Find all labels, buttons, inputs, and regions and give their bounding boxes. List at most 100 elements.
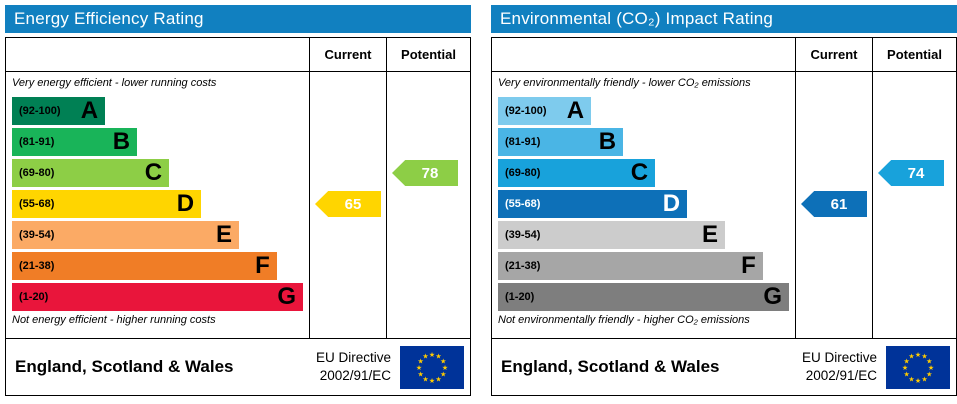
svg-text:★: ★ bbox=[435, 375, 441, 383]
band-row-g: (1-20) G bbox=[12, 283, 303, 311]
band-range: (92-100) bbox=[505, 105, 547, 117]
svg-text:★: ★ bbox=[418, 370, 424, 378]
column-header-current: Current bbox=[309, 38, 386, 71]
panel-environmental-impact: Environmental (CO₂) Impact Rating Curren… bbox=[491, 5, 957, 396]
svg-text:★: ★ bbox=[904, 370, 910, 378]
band-letter: E bbox=[701, 221, 718, 248]
band-letter: B bbox=[112, 128, 131, 155]
svg-text:★: ★ bbox=[416, 364, 422, 372]
panel-title: Environmental (CO₂) Impact Rating bbox=[491, 5, 957, 33]
band-column-header bbox=[492, 38, 795, 71]
band-letter: F bbox=[255, 252, 270, 279]
footer-region: England, Scotland & Wales bbox=[501, 357, 720, 376]
column-header-potential: Potential bbox=[872, 38, 956, 71]
rating-table: Current Potential Very environmentally f… bbox=[491, 37, 957, 339]
band-letter: E bbox=[215, 221, 232, 248]
band-range: (1-20) bbox=[505, 291, 535, 303]
table-header-row: Current Potential bbox=[492, 38, 956, 72]
eu-flag-icon: ★ ★★ ★★★ ★★★ ★★★ bbox=[400, 345, 464, 389]
svg-text:★: ★ bbox=[422, 375, 428, 383]
svg-text:★: ★ bbox=[904, 357, 910, 365]
top-note: Very energy efficient - lower running co… bbox=[12, 77, 217, 89]
potential-column: 78 bbox=[386, 72, 470, 338]
panel-footer: England, Scotland & Wales EU Directive 2… bbox=[5, 339, 471, 396]
eu-directive: EU Directive 2002/91/EC bbox=[316, 349, 391, 384]
bottom-note: Not environmentally friendly - higher CO… bbox=[498, 314, 750, 326]
band-range: (21-38) bbox=[19, 260, 55, 272]
band-range: (39-54) bbox=[505, 229, 541, 241]
band-letter: B bbox=[598, 128, 617, 155]
svg-text:★: ★ bbox=[928, 364, 934, 372]
band-letter: A bbox=[80, 97, 99, 124]
table-body: Very environmentally friendly - lower CO… bbox=[492, 72, 956, 338]
top-note: Very environmentally friendly - lower CO… bbox=[498, 77, 751, 89]
band-letter: C bbox=[144, 159, 163, 186]
eu-directive: EU Directive 2002/91/EC bbox=[802, 349, 877, 384]
current-rating-arrow: 65 bbox=[315, 191, 381, 217]
eu-directive-line1: EU Directive bbox=[801, 350, 877, 366]
svg-text:★: ★ bbox=[921, 375, 927, 383]
current-column: 61 bbox=[795, 72, 872, 338]
band-range: (55-68) bbox=[19, 198, 55, 210]
band-row-f: (21-38) F bbox=[12, 252, 277, 280]
band-letter: F bbox=[741, 252, 756, 279]
panel-energy-efficiency: Energy Efficiency Rating Current Potenti… bbox=[5, 5, 471, 396]
svg-text:★: ★ bbox=[902, 364, 908, 372]
svg-text:★: ★ bbox=[422, 352, 428, 360]
band-row-b: (81-91) B bbox=[12, 128, 138, 156]
band-letter: G bbox=[277, 283, 296, 310]
bottom-note: Not energy efficient - higher running co… bbox=[12, 314, 216, 326]
band-range: (81-91) bbox=[19, 136, 55, 148]
band-row-c: (69-80) C bbox=[12, 159, 170, 187]
svg-text:★: ★ bbox=[435, 352, 441, 360]
band-range: (21-38) bbox=[505, 260, 541, 272]
band-range: (69-80) bbox=[19, 167, 55, 179]
band-range: (39-54) bbox=[19, 229, 55, 241]
band-row-e: (39-54) E bbox=[12, 221, 239, 249]
current-rating-arrow: 61 bbox=[801, 191, 867, 217]
band-row-g: (1-20) G bbox=[498, 283, 789, 311]
svg-text:★: ★ bbox=[442, 364, 448, 372]
svg-text:★: ★ bbox=[908, 375, 914, 383]
band-row-d: (55-68) D bbox=[498, 190, 688, 218]
band-chart: Very environmentally friendly - lower CO… bbox=[492, 72, 795, 338]
band-row-f: (21-38) F bbox=[498, 252, 763, 280]
band-row-b: (81-91) B bbox=[498, 128, 624, 156]
panel-footer: England, Scotland & Wales EU Directive 2… bbox=[491, 339, 957, 396]
eu-directive-line1: EU Directive bbox=[315, 350, 391, 366]
band-row-d: (55-68) D bbox=[12, 190, 202, 218]
band-letter: D bbox=[176, 190, 195, 217]
rating-table: Current Potential Very energy efficient … bbox=[5, 37, 471, 339]
band-range: (92-100) bbox=[19, 105, 61, 117]
band-row-c: (69-80) C bbox=[498, 159, 656, 187]
potential-rating-arrow: 74 bbox=[878, 160, 944, 186]
band-range: (55-68) bbox=[505, 198, 541, 210]
panel-title: Energy Efficiency Rating bbox=[5, 5, 471, 33]
band-row-e: (39-54) E bbox=[498, 221, 725, 249]
svg-text:★: ★ bbox=[926, 370, 932, 378]
table-body: Very energy efficient - lower running co… bbox=[6, 72, 470, 338]
svg-text:★: ★ bbox=[418, 357, 424, 365]
band-range: (69-80) bbox=[505, 167, 541, 179]
band-letter: G bbox=[763, 283, 782, 310]
svg-text:★: ★ bbox=[908, 352, 914, 360]
svg-text:★: ★ bbox=[915, 351, 921, 359]
current-column: 65 bbox=[309, 72, 386, 338]
svg-text:★: ★ bbox=[429, 377, 435, 385]
potential-column: 74 bbox=[872, 72, 956, 338]
column-header-potential: Potential bbox=[386, 38, 470, 71]
band-range: (81-91) bbox=[505, 136, 541, 148]
band-row-a: (92-100) A bbox=[12, 97, 106, 125]
table-header-row: Current Potential bbox=[6, 38, 470, 72]
svg-text:★: ★ bbox=[915, 377, 921, 385]
svg-text:★: ★ bbox=[440, 357, 446, 365]
svg-text:★: ★ bbox=[926, 357, 932, 365]
eu-flag-icon: ★ ★★ ★★★ ★★★ ★★★ bbox=[886, 345, 950, 389]
band-row-a: (92-100) A bbox=[498, 97, 592, 125]
band-letter: C bbox=[630, 159, 649, 186]
footer-region: England, Scotland & Wales bbox=[15, 357, 234, 376]
band-chart: Very energy efficient - lower running co… bbox=[6, 72, 309, 338]
svg-text:★: ★ bbox=[429, 351, 435, 359]
eu-directive-line2: 2002/91/EC bbox=[805, 368, 877, 383]
